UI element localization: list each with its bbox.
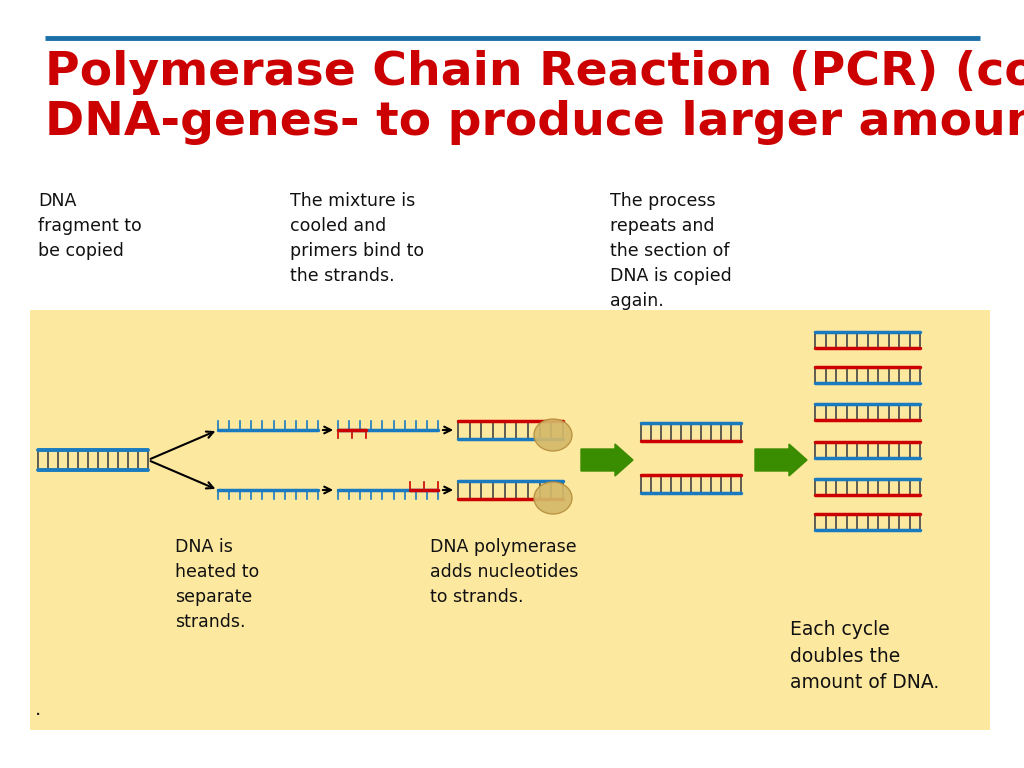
Ellipse shape — [534, 482, 572, 514]
FancyArrow shape — [755, 444, 807, 476]
Text: DNA polymerase
adds nucleotides
to strands.: DNA polymerase adds nucleotides to stran… — [430, 538, 579, 606]
Ellipse shape — [534, 419, 572, 451]
Text: DNA-genes- to produce larger amounts): DNA-genes- to produce larger amounts) — [45, 100, 1024, 145]
Text: .: . — [35, 700, 41, 719]
Text: DNA
fragment to
be copied: DNA fragment to be copied — [38, 192, 141, 260]
Text: Polymerase Chain Reaction (PCR) (coping: Polymerase Chain Reaction (PCR) (coping — [45, 50, 1024, 95]
Text: DNA is
heated to
separate
strands.: DNA is heated to separate strands. — [175, 538, 259, 631]
Text: The mixture is
cooled and
primers bind to
the strands.: The mixture is cooled and primers bind t… — [290, 192, 424, 285]
Text: The process
repeats and
the section of
DNA is copied
again.: The process repeats and the section of D… — [610, 192, 732, 310]
FancyBboxPatch shape — [30, 310, 990, 730]
FancyArrow shape — [581, 444, 633, 476]
Text: Each cycle
doubles the
amount of DNA.: Each cycle doubles the amount of DNA. — [790, 620, 939, 692]
